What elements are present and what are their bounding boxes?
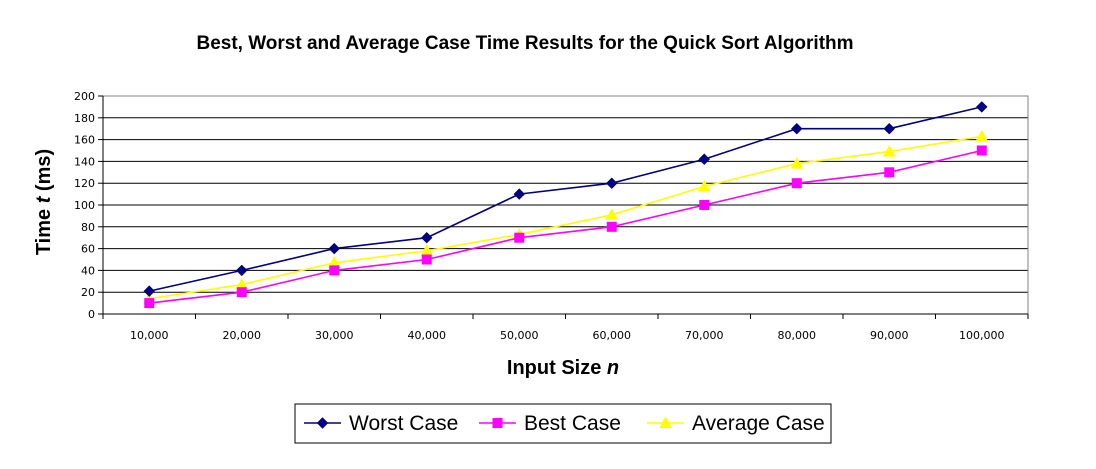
data-point — [975, 129, 989, 142]
series-worst-case — [143, 101, 988, 297]
y-tick-label: 60 — [81, 243, 95, 256]
legend-box — [294, 403, 832, 444]
data-point — [884, 167, 895, 178]
chart-title: Best, Worst and Average Case Time Result… — [196, 33, 853, 54]
x-axis-title: Input Size n — [507, 357, 619, 379]
data-point — [236, 287, 247, 298]
data-point — [329, 265, 340, 276]
data-point — [883, 122, 895, 135]
legend-item: Average Case — [647, 412, 825, 435]
y-tick-label: 100 — [74, 199, 95, 212]
y-tick-label: 20 — [81, 286, 95, 299]
x-axis-title-prefix: Input Size — [507, 357, 607, 379]
data-series — [142, 101, 989, 309]
x-tick-label: 90,000 — [870, 329, 909, 342]
x-axis-ticks: 10,000 20,000 30,000 40,000 50,000 60,000 70,0… — [102, 314, 1029, 342]
data-point — [143, 285, 155, 297]
y-axis-title-unit: (ms) — [33, 149, 55, 197]
data-point — [791, 122, 803, 135]
data-point — [421, 254, 432, 265]
legend: Worst Case Best Case Average Case — [294, 403, 832, 444]
x-tick-label: 60,000 — [593, 329, 632, 342]
x-tick-label: 80,000 — [778, 329, 817, 342]
y-tick-label: 120 — [74, 177, 95, 190]
data-point — [328, 242, 340, 255]
x-tick-label: 20,000 — [223, 329, 262, 342]
y-tick-label: 40 — [81, 264, 95, 277]
data-point — [421, 231, 433, 244]
legend-marker — [659, 416, 672, 428]
series-best-case — [144, 145, 987, 309]
data-point — [698, 153, 710, 165]
data-point — [236, 264, 248, 277]
y-axis-title-prefix: Time — [33, 203, 55, 255]
data-point — [697, 179, 711, 192]
data-point — [605, 208, 619, 220]
legend-marker — [316, 417, 329, 429]
x-tick-label: 50,000 — [500, 329, 539, 342]
legend-item: Best Case — [479, 412, 621, 435]
series-line — [149, 106, 982, 292]
series-line — [149, 135, 982, 300]
data-point — [791, 178, 802, 189]
series-average-case — [142, 129, 989, 304]
y-axis-title: Time t (ms) — [33, 149, 55, 255]
y-axis-ticks: 0 20 40 60 80 100 120 140 160 180 200 — [74, 90, 103, 321]
legend-marker — [492, 418, 503, 428]
x-tick-label: 100,000 — [959, 329, 1005, 342]
data-point — [790, 157, 804, 169]
series-line — [149, 149, 982, 304]
data-point — [699, 200, 710, 210]
x-axis-title-variable: n — [607, 357, 619, 379]
data-point — [514, 232, 525, 243]
legend-item: Worst Case — [304, 412, 458, 435]
data-point — [144, 298, 155, 309]
data-point — [606, 177, 618, 189]
data-point — [976, 145, 987, 156]
legend-label: Worst Case — [349, 412, 458, 435]
data-point — [882, 145, 896, 157]
legend-label: Best Case — [524, 412, 621, 435]
y-tick-label: 160 — [74, 134, 95, 147]
x-tick-label: 70,000 — [685, 329, 724, 342]
x-tick-label: 40,000 — [408, 329, 447, 342]
data-point — [606, 221, 617, 232]
data-point — [976, 101, 988, 113]
x-tick-label: 10,000 — [130, 329, 169, 342]
legend-label: Average Case — [692, 412, 825, 435]
y-tick-label: 80 — [81, 221, 95, 234]
y-tick-label: 180 — [74, 112, 95, 125]
y-tick-label: 140 — [74, 155, 95, 168]
x-tick-label: 30,000 — [315, 329, 354, 342]
y-tick-label: 200 — [74, 90, 95, 103]
y-tick-label: 0 — [88, 308, 95, 321]
data-point — [513, 188, 525, 200]
y-axis-title-variable: t — [33, 195, 55, 203]
